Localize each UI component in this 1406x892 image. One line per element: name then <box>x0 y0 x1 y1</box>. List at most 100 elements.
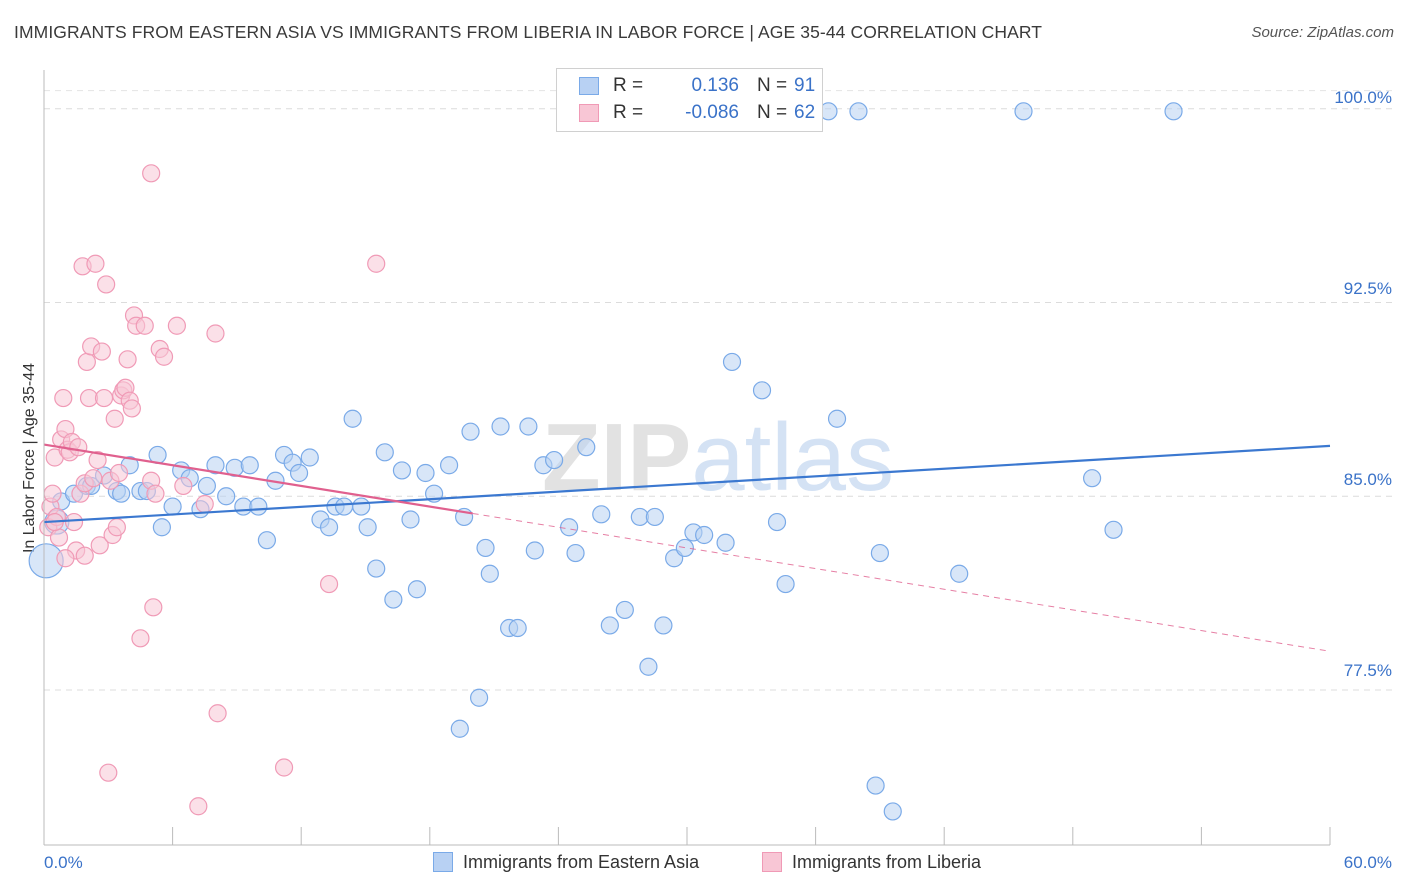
point-eastern-asia <box>257 531 277 550</box>
point-liberia <box>84 469 103 488</box>
point-liberia <box>174 476 193 496</box>
point-liberia <box>122 399 141 418</box>
x-tick-min: 0.0% <box>44 853 83 872</box>
point-liberia <box>99 763 118 782</box>
point-eastern-asia <box>752 381 772 400</box>
trend-eastern-asia <box>43 444 1331 524</box>
point-liberia <box>90 536 109 555</box>
r-label: R = <box>613 102 644 123</box>
point-eastern-asia <box>600 616 619 635</box>
point-liberia <box>142 164 161 183</box>
x-tick-max: 60.0% <box>1343 853 1392 872</box>
point-liberia <box>208 704 227 723</box>
point-eastern-asia <box>491 417 510 436</box>
point-eastern-asia <box>401 510 420 529</box>
source-label: Source: ZipAtlas.com <box>1251 24 1394 41</box>
r-value: -0.086 <box>685 102 739 123</box>
point-liberia <box>146 484 165 503</box>
point-liberia <box>135 316 154 335</box>
point-eastern-asia <box>375 443 394 462</box>
point-liberia <box>109 463 129 483</box>
y-tick-92-5: 92.5% <box>1343 279 1392 298</box>
point-eastern-asia <box>407 580 427 599</box>
point-eastern-asia <box>249 497 268 516</box>
watermark: ZIPatlas <box>542 404 894 511</box>
point-eastern-asia <box>367 559 386 578</box>
point-liberia <box>118 350 137 369</box>
point-liberia <box>144 598 163 617</box>
point-eastern-asia <box>519 417 538 436</box>
point-eastern-asia <box>334 497 354 516</box>
point-eastern-asia <box>1164 102 1183 121</box>
point-eastern-asia <box>416 463 435 483</box>
point-eastern-asia <box>849 102 868 121</box>
point-liberia <box>92 342 111 361</box>
point-liberia <box>77 352 96 372</box>
point-liberia <box>195 494 214 514</box>
point-liberia <box>274 758 294 777</box>
point-eastern-asia <box>767 512 787 532</box>
point-eastern-asia <box>639 657 658 676</box>
point-liberia <box>94 388 114 408</box>
point-eastern-asia <box>525 541 544 560</box>
point-eastern-asia <box>300 448 319 467</box>
point-eastern-asia <box>654 616 673 635</box>
point-eastern-asia <box>722 352 742 372</box>
point-eastern-asia <box>461 422 480 441</box>
point-eastern-asia <box>392 461 412 480</box>
y-tick-77-5: 77.5% <box>1343 661 1392 680</box>
point-liberia <box>105 409 124 428</box>
point-liberia <box>69 438 88 457</box>
point-eastern-asia <box>152 518 171 537</box>
correlation-legend: R = 0.136 N = 91 R = -0.086 N = 62 <box>556 68 823 132</box>
point-eastern-asia <box>776 574 795 594</box>
point-eastern-asia <box>560 518 579 537</box>
y-tick-100: 100.0% <box>1334 88 1392 107</box>
point-eastern-asia <box>217 487 236 506</box>
trend-liberia-extension <box>472 512 1331 652</box>
legend-swatch-blue <box>433 852 453 872</box>
point-eastern-asia <box>352 497 371 516</box>
point-eastern-asia <box>870 543 890 563</box>
point-eastern-asia <box>883 802 902 821</box>
point-liberia <box>56 549 75 568</box>
point-liberia <box>167 316 186 335</box>
y-tick-85: 85.0% <box>1343 470 1392 489</box>
point-eastern-asia <box>508 618 527 638</box>
legend-swatch-pink <box>762 852 782 872</box>
chart-title: IMMIGRANTS FROM EASTERN ASIA VS IMMIGRAN… <box>14 22 1043 42</box>
point-eastern-asia <box>358 518 377 537</box>
trend-liberia <box>43 443 473 515</box>
point-liberia <box>319 574 339 594</box>
point-eastern-asia <box>163 497 182 516</box>
point-eastern-asia <box>289 463 309 483</box>
legend-swatch-blue <box>579 77 599 95</box>
point-eastern-asia <box>695 525 714 545</box>
legend-item-liberia: Immigrants from Liberia <box>762 852 981 873</box>
point-eastern-asia <box>592 505 611 524</box>
point-liberia <box>64 512 84 532</box>
n-label: N = <box>757 75 788 96</box>
axes <box>43 70 1331 846</box>
point-liberia <box>154 347 174 366</box>
point-eastern-asia <box>566 543 585 563</box>
legend-label: Immigrants from Eastern Asia <box>463 852 700 872</box>
point-liberia <box>107 518 126 537</box>
n-label: N = <box>757 102 788 123</box>
point-eastern-asia <box>206 456 225 475</box>
point-eastern-asia <box>240 456 259 475</box>
point-liberia <box>86 254 105 273</box>
point-eastern-asia <box>439 456 459 475</box>
point-eastern-asia <box>112 484 131 503</box>
point-eastern-asia <box>384 590 403 609</box>
point-eastern-asia <box>197 476 216 496</box>
point-eastern-asia <box>645 507 664 527</box>
point-eastern-asia <box>1014 102 1033 121</box>
point-liberia <box>54 388 73 408</box>
point-eastern-asia <box>450 719 469 738</box>
point-eastern-asia <box>827 409 847 428</box>
point-eastern-asia <box>716 533 735 552</box>
legend-swatch-pink <box>579 104 599 122</box>
point-liberia <box>88 450 107 470</box>
point-eastern-asia <box>480 564 499 583</box>
